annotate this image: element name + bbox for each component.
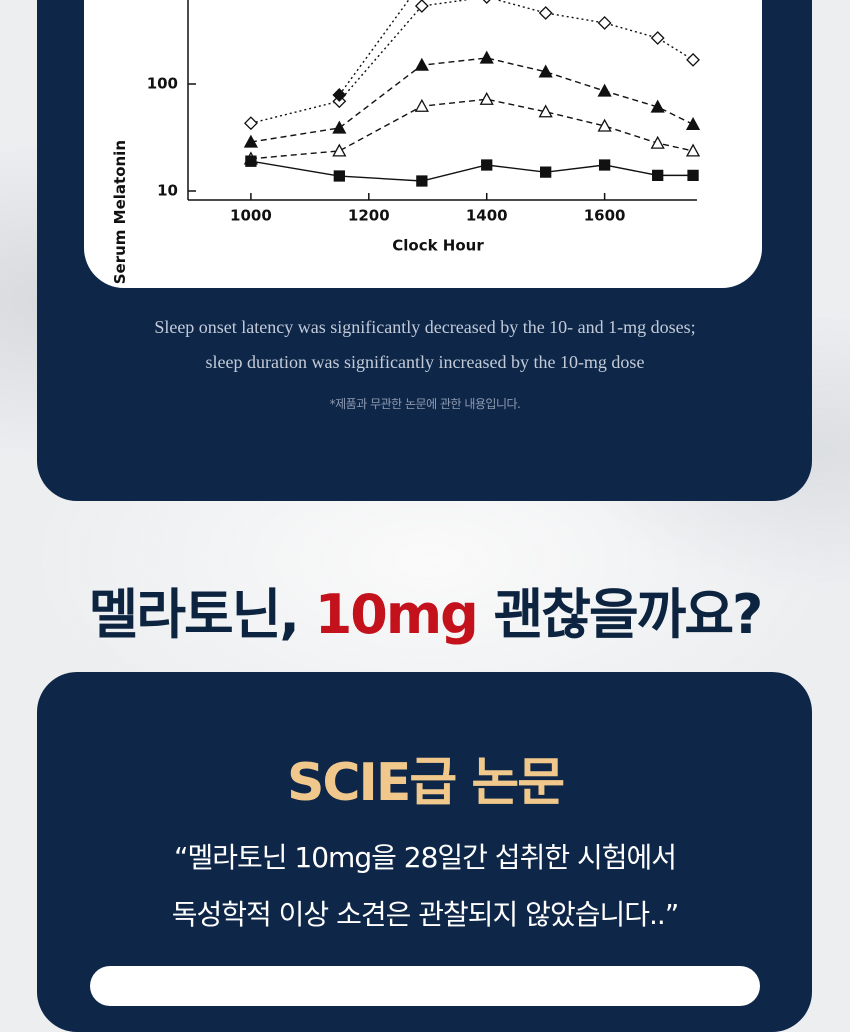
y-axis-label: Serum Melatonin — [111, 140, 129, 284]
caption-line: Sleep onset latency was significantly de… — [154, 317, 696, 337]
marker — [414, 0, 429, 13]
series-line — [250, 57, 694, 143]
note: *제품과 무관한 논문에 관한 내용입니다. — [329, 397, 521, 411]
chart-panel — [84, 0, 762, 288]
quote-line: 독성학적 이상 소견은 관찰되지 않았습니다..” — [171, 898, 680, 931]
series-line — [250, 98, 694, 160]
marker — [414, 57, 429, 71]
x-tick-label: 1000 — [230, 207, 272, 225]
marker — [686, 52, 700, 67]
heading-highlight: 10mg — [314, 583, 479, 646]
marker — [538, 64, 553, 78]
marker — [538, 6, 553, 20]
marker — [597, 83, 612, 97]
marker — [332, 88, 347, 102]
marker — [650, 99, 665, 113]
marker — [243, 134, 258, 148]
series-line — [338, 0, 410, 96]
x-axis-label: Clock Hour — [392, 237, 484, 255]
x-tick-label: 1600 — [584, 207, 626, 225]
marker — [687, 169, 699, 182]
x-tick-label: 1400 — [466, 207, 508, 225]
marker — [540, 166, 552, 178]
marker — [650, 135, 665, 149]
quote-line: “멜라토닌 10mg을 28일간 섭취한 시험에서 — [173, 841, 677, 874]
badge: SCIE급 논문 — [286, 753, 565, 813]
marker — [414, 98, 429, 112]
marker — [481, 159, 493, 171]
marker — [416, 175, 428, 187]
marker — [479, 91, 494, 105]
marker — [482, 0, 491, 4]
marker — [332, 120, 347, 134]
marker — [538, 104, 553, 118]
marker — [685, 116, 701, 130]
panel-edge — [90, 966, 760, 1006]
heading-text: 멜라토닌, — [88, 583, 315, 646]
marker — [650, 31, 665, 45]
y-tick-label: 10 — [157, 182, 178, 200]
marker — [597, 118, 612, 132]
x-tick-label: 1200 — [348, 207, 390, 225]
marker — [332, 143, 347, 157]
marker — [597, 16, 612, 30]
heading: 멜라토닌, 10mg 괜찮을까요? — [0, 570, 850, 649]
marker — [685, 143, 701, 157]
marker — [333, 170, 345, 182]
y-tick-label: 100 — [147, 75, 178, 93]
heading-text: 괜찮을까요? — [476, 583, 764, 646]
marker — [652, 169, 664, 182]
caption-line: sleep duration was significantly increas… — [205, 352, 645, 372]
chart: Serum Melatonin Clock Hour 10 100 1000 1200… — [111, 0, 701, 284]
marker — [479, 50, 494, 64]
marker — [598, 159, 611, 171]
series-line — [250, 0, 694, 124]
marker — [243, 116, 258, 131]
marker — [245, 155, 257, 167]
series-line — [250, 160, 694, 182]
